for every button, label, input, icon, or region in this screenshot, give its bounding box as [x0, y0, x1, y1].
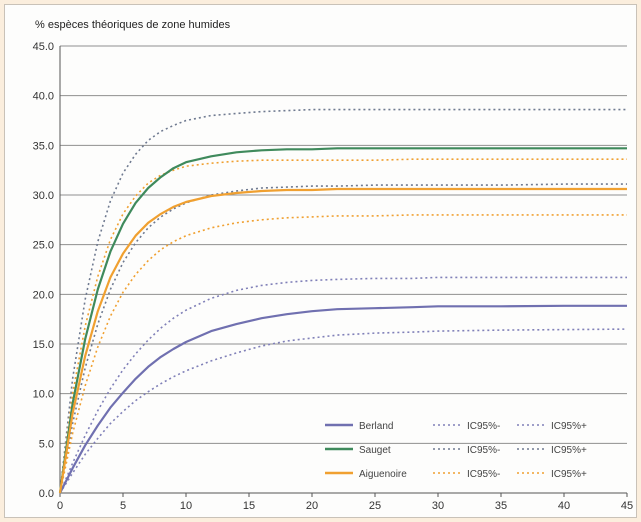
series-line-7 — [59, 214, 627, 494]
legend-label-7: IC95%- — [467, 469, 500, 480]
y-tick-labels: 0.0 5.0 10.0 15.0 20.0 25.0 30.0 35.0 40.0 45.0 — [33, 41, 54, 500]
x-tick-label: 40 — [558, 500, 570, 512]
x-tick-label: 10 — [180, 500, 192, 512]
series-line-5 — [59, 108, 627, 494]
y-tick-label: 25.0 — [33, 240, 54, 252]
legend-label-0: Berland — [359, 421, 393, 432]
chart-svg: % espèces théoriques de zone humides 0.0… — [33, 19, 634, 512]
series-line-0 — [59, 304, 627, 494]
x-tick-label: 30 — [432, 500, 444, 512]
x-tick-label: 15 — [243, 500, 255, 512]
y-tick-label: 40.0 — [33, 91, 54, 103]
legend-label-5: IC95%+ — [551, 445, 587, 456]
series-line-3 — [58, 147, 627, 494]
y-tick-label: 15.0 — [33, 339, 54, 351]
x-tick-label: 20 — [306, 500, 318, 512]
series-line-2 — [59, 276, 627, 494]
x-tick-label: 5 — [120, 500, 126, 512]
x-tick-labels: 0 5 10 15 20 25 30 35 40 45 — [57, 500, 633, 512]
y-tick-label: 0.0 — [39, 488, 54, 500]
x-tick-label: 35 — [495, 500, 507, 512]
legend-label-3: Sauget — [359, 445, 391, 456]
series-line-8 — [59, 158, 627, 494]
legend-label-1: IC95%- — [467, 421, 500, 432]
legend-label-8: IC95%+ — [551, 469, 587, 480]
series-line-4 — [59, 183, 627, 494]
y-tick-label: 20.0 — [33, 289, 54, 301]
x-tick-label: 0 — [57, 500, 63, 512]
y-tick-label: 45.0 — [33, 41, 54, 53]
chart-frame: % espèces théoriques de zone humides 0.0… — [4, 4, 637, 518]
legend: Berland IC95%- IC95%+ Sauget IC95%- IC95%+ Aig… — [325, 421, 587, 480]
legend-label-4: IC95%- — [467, 445, 500, 456]
x-tick-label: 25 — [369, 500, 381, 512]
series-line-6 — [58, 187, 627, 494]
legend-label-6: Aiguenoire — [359, 469, 407, 480]
series-line-1 — [59, 328, 628, 494]
x-tick-label: 45 — [621, 500, 633, 512]
y-tick-label: 30.0 — [33, 190, 54, 202]
y-tick-label: 35.0 — [33, 140, 54, 152]
y-tick-label: 5.0 — [39, 438, 54, 450]
grid-lines — [59, 45, 628, 497]
legend-label-2: IC95%+ — [551, 421, 587, 432]
y-tick-label: 10.0 — [33, 389, 54, 401]
series-lines — [58, 108, 628, 494]
y-axis-title: % espèces théoriques de zone humides — [35, 19, 231, 31]
